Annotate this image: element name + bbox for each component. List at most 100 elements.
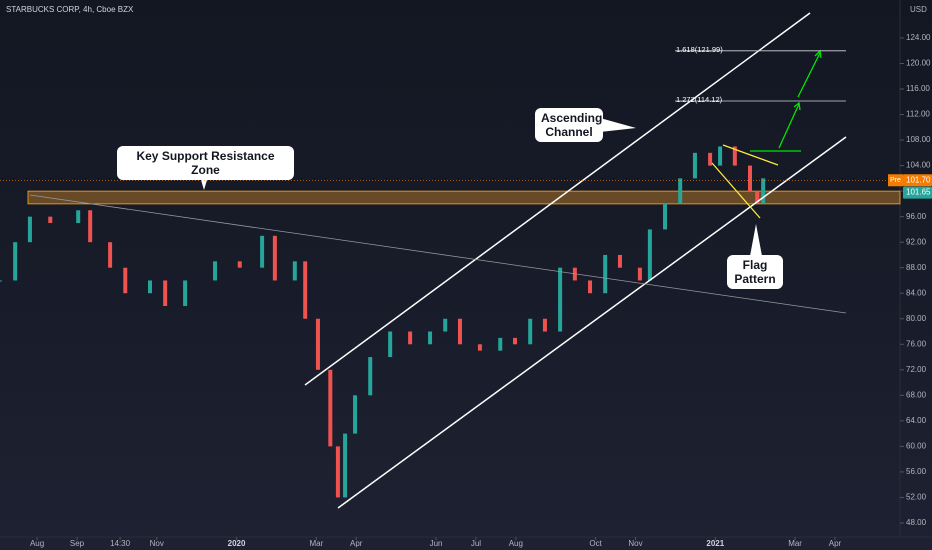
candle	[27, 216, 32, 243]
y-tick-label: 64.00	[906, 416, 927, 425]
candle	[148, 280, 152, 294]
channel-upper	[304, 12, 811, 386]
candle	[237, 261, 242, 268]
price-tag-label: 101.70	[906, 175, 931, 184]
price-tag	[903, 186, 932, 199]
marks	[0, 146, 901, 498]
candle	[353, 395, 358, 434]
pre-label: Pre	[890, 177, 901, 184]
x-tick-label: Aug	[30, 539, 44, 548]
x-tick-label: Oct	[589, 539, 602, 548]
candle	[513, 337, 518, 345]
y-tick-label: 92.00	[906, 237, 927, 246]
callout: Ascending Channel	[535, 108, 603, 142]
x-tick-label: Apr	[829, 539, 842, 548]
y-tick-label: 76.00	[906, 339, 927, 348]
y-tick-label: 120.00	[906, 59, 931, 68]
candle	[388, 331, 393, 358]
flag-line	[722, 144, 779, 166]
y-tick-label: 56.00	[906, 467, 927, 476]
x-tick-label: Jul	[471, 539, 481, 548]
x-tick-label: Mar	[788, 539, 802, 548]
candle	[428, 331, 433, 345]
callout-pointer	[600, 118, 636, 132]
candle	[108, 242, 113, 268]
fib-label: 1.272(114.12)	[676, 95, 723, 104]
y-tick-label: 88.00	[906, 263, 927, 272]
candle	[498, 337, 503, 351]
candle	[678, 178, 683, 204]
y-tick-label: 52.00	[906, 493, 927, 502]
x-tick-label: 2020	[228, 539, 246, 548]
candle	[123, 267, 128, 294]
candle	[183, 280, 188, 306]
candle	[48, 216, 53, 224]
candle	[443, 318, 448, 332]
candle	[542, 318, 547, 332]
candle	[637, 267, 642, 281]
pre-tag	[888, 174, 903, 187]
y-tick-label: 96.00	[906, 212, 927, 221]
candle	[272, 235, 277, 281]
x-tick-label: Aug	[509, 539, 523, 548]
y-tick-label: 108.00	[906, 135, 931, 144]
x-tick-label: 14:30	[110, 539, 131, 548]
x-tick-label: 2021	[706, 539, 724, 548]
callout: Flag Pattern	[727, 255, 783, 289]
candle	[213, 261, 218, 281]
candle	[558, 267, 563, 332]
x-tick-label: Nov	[150, 539, 164, 548]
y-tick-label: 116.00	[906, 84, 930, 93]
candle	[0, 280, 2, 282]
trend-line	[29, 194, 847, 314]
y-tick-label: 84.00	[906, 288, 927, 297]
candle	[708, 152, 713, 166]
candle	[617, 254, 622, 268]
callout: Key Support Resistance Zone	[117, 146, 294, 180]
candle	[748, 165, 752, 192]
y-tick-label: 48.00	[906, 518, 927, 527]
x-tick-label: Nov	[628, 539, 642, 548]
candle	[528, 318, 533, 345]
y-tick-label: 124.00	[906, 33, 931, 42]
candle	[88, 210, 93, 243]
price-tag-label: 101.65	[906, 188, 931, 197]
candle	[692, 152, 697, 179]
candle	[343, 433, 348, 498]
candle	[163, 280, 168, 306]
candle	[755, 191, 760, 204]
candle	[718, 146, 723, 166]
candle	[335, 446, 340, 498]
candle	[303, 261, 308, 319]
x-tick-label: Mar	[309, 539, 323, 548]
y-tick-label: 72.00	[906, 365, 927, 374]
candle	[457, 318, 462, 345]
flag-line	[711, 162, 761, 219]
candle	[603, 254, 608, 294]
candle	[328, 369, 333, 447]
callout-pointer	[750, 224, 762, 256]
candle	[76, 210, 81, 224]
fib-label: 1.618(121.99)	[676, 45, 723, 54]
candle	[761, 178, 766, 204]
y-tick-label: 60.00	[906, 441, 927, 450]
y-tick-label: 104.00	[906, 161, 931, 170]
candle	[732, 146, 737, 166]
candle	[663, 203, 668, 230]
price-tag	[903, 174, 932, 187]
x-tick-label: Jun	[430, 539, 443, 548]
x-tick-label: Apr	[350, 539, 363, 548]
candle	[368, 357, 373, 396]
candle	[292, 261, 297, 281]
currency: USD	[910, 5, 927, 14]
candle	[647, 229, 652, 281]
candle	[588, 280, 593, 294]
y-tick-label: 80.00	[906, 314, 927, 323]
x-tick-label: Sep	[70, 539, 85, 548]
channel-lower	[337, 136, 847, 509]
candle	[315, 318, 320, 370]
y-tick-label: 68.00	[906, 390, 927, 399]
candle	[260, 235, 265, 268]
